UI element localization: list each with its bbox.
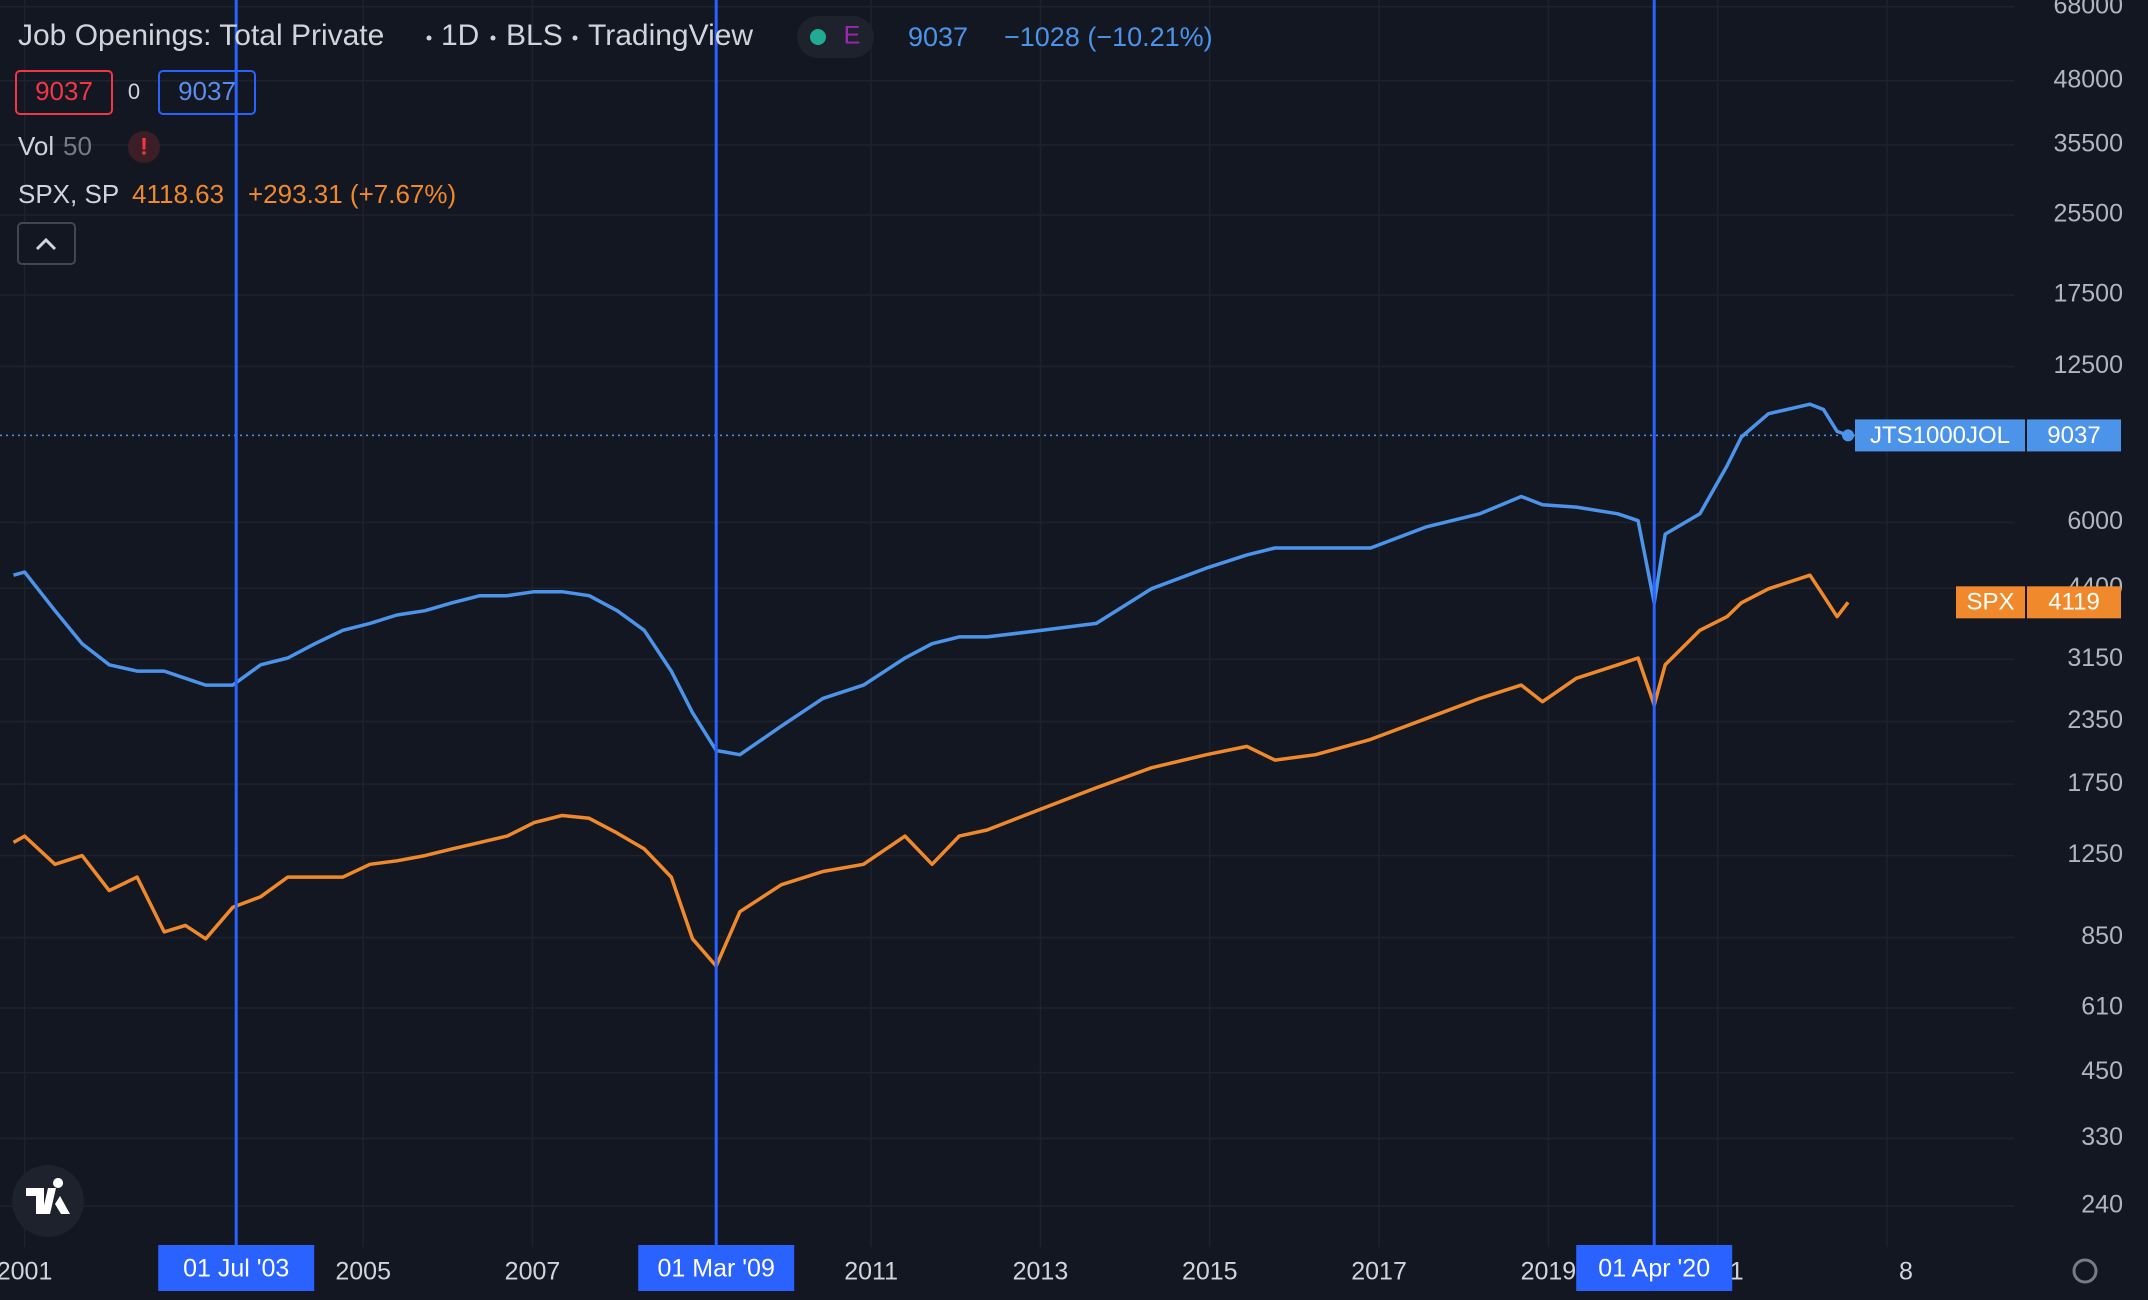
x-tick-label: 2001 [0, 1258, 52, 1286]
y-tick-label: 48000 [2053, 65, 2123, 93]
interval: 1D [441, 19, 479, 52]
crosshair-label-box [1576, 1245, 1733, 1291]
crosshair-label-box [638, 1245, 795, 1291]
crosshair-label: 01 Apr '20 [1598, 1255, 1710, 1283]
y-tick-label: 2350 [2067, 706, 2123, 734]
y-tick-label: 610 [2081, 993, 2123, 1021]
x-tick-label: 2005 [335, 1258, 391, 1286]
x-tick-label: 8 [1899, 1258, 1913, 1286]
price-value: 9037 [2047, 422, 2100, 449]
separator [572, 35, 578, 41]
crosshair-label: 01 Mar '09 [658, 1255, 775, 1283]
last-point [1842, 429, 1855, 442]
x-tick-label: 2013 [1013, 1258, 1069, 1286]
input-box[interactable] [15, 70, 113, 115]
series-line [12, 573, 1850, 968]
y-tick-label: 35500 [2053, 129, 2123, 157]
warning-mark: ! [140, 133, 148, 160]
last-value: 9037 [908, 22, 968, 52]
y-tick-label: 450 [2081, 1057, 2123, 1085]
collapse-button[interactable] [17, 222, 76, 265]
spx-name: SPX, SP [18, 179, 119, 209]
y-tick-label: 6000 [2067, 507, 2123, 535]
source: BLS [506, 19, 563, 52]
x-tick-label: 2017 [1351, 1258, 1407, 1286]
input-box[interactable] [158, 70, 256, 115]
plot [0, 0, 2014, 1247]
price-value-box [2027, 586, 2121, 619]
earnings-badge: E [844, 22, 861, 50]
price-name-box [1956, 586, 2025, 619]
price-value-box [2027, 419, 2121, 452]
chart-title: Job Openings: Total Private [18, 19, 384, 52]
y-tick-label: 3150 [2067, 644, 2123, 672]
x-tick-label: 2019 [1521, 1258, 1577, 1286]
ui: Job Openings: Total Private 1D BLS Tradi… [12, 16, 2098, 1284]
y-tick-label: 1250 [2067, 840, 2123, 868]
status-dot [810, 29, 826, 45]
series-line [13, 402, 1849, 757]
separator [426, 35, 432, 41]
crosshair-label-box [158, 1245, 315, 1291]
chevron-icon [35, 237, 57, 251]
crosshair-label: 01 Jul '03 [183, 1255, 289, 1283]
y-tick-label: 1750 [2067, 769, 2123, 797]
y-tick-label: 330 [2081, 1123, 2123, 1151]
volume-label: Vol [18, 131, 54, 161]
x-tick-label: 1 [1730, 1258, 1744, 1286]
y-tick-label: 850 [2081, 922, 2123, 950]
price-name-box [1855, 419, 2025, 452]
x-tick-label: 2007 [505, 1258, 561, 1286]
platform: TradingView [588, 19, 753, 52]
spx-change: +293.31 (+7.67%) [248, 179, 456, 209]
y-tick-label: 12500 [2053, 351, 2123, 379]
input-right: 9037 [178, 76, 236, 106]
change: −1028 (−10.21%) [1004, 22, 1213, 52]
price-name: SPX [1966, 589, 2014, 616]
volume-value: 50 [63, 131, 92, 161]
separator [490, 35, 496, 41]
input-middle: 0 [128, 79, 140, 104]
price-value: 4119 [2048, 589, 2100, 616]
badge-pill[interactable] [797, 16, 874, 58]
y-tick-label: 17500 [2053, 280, 2123, 308]
y-tick-label: 25500 [2053, 200, 2123, 228]
input-left: 9037 [35, 76, 93, 106]
grid [0, 0, 2014, 1247]
y-tick-label: 68000 [2053, 0, 2123, 19]
spx-last: 4118.63 [132, 179, 224, 209]
logo [26, 1178, 70, 1214]
x-tick-label: 2015 [1182, 1258, 1238, 1286]
price-name: JTS1000JOL [1870, 422, 2010, 449]
x-tick-label: 2011 [844, 1258, 898, 1286]
warning-icon[interactable] [128, 131, 160, 163]
settings-icon[interactable] [2072, 1258, 2098, 1284]
y-tick-label: 240 [2081, 1191, 2123, 1219]
